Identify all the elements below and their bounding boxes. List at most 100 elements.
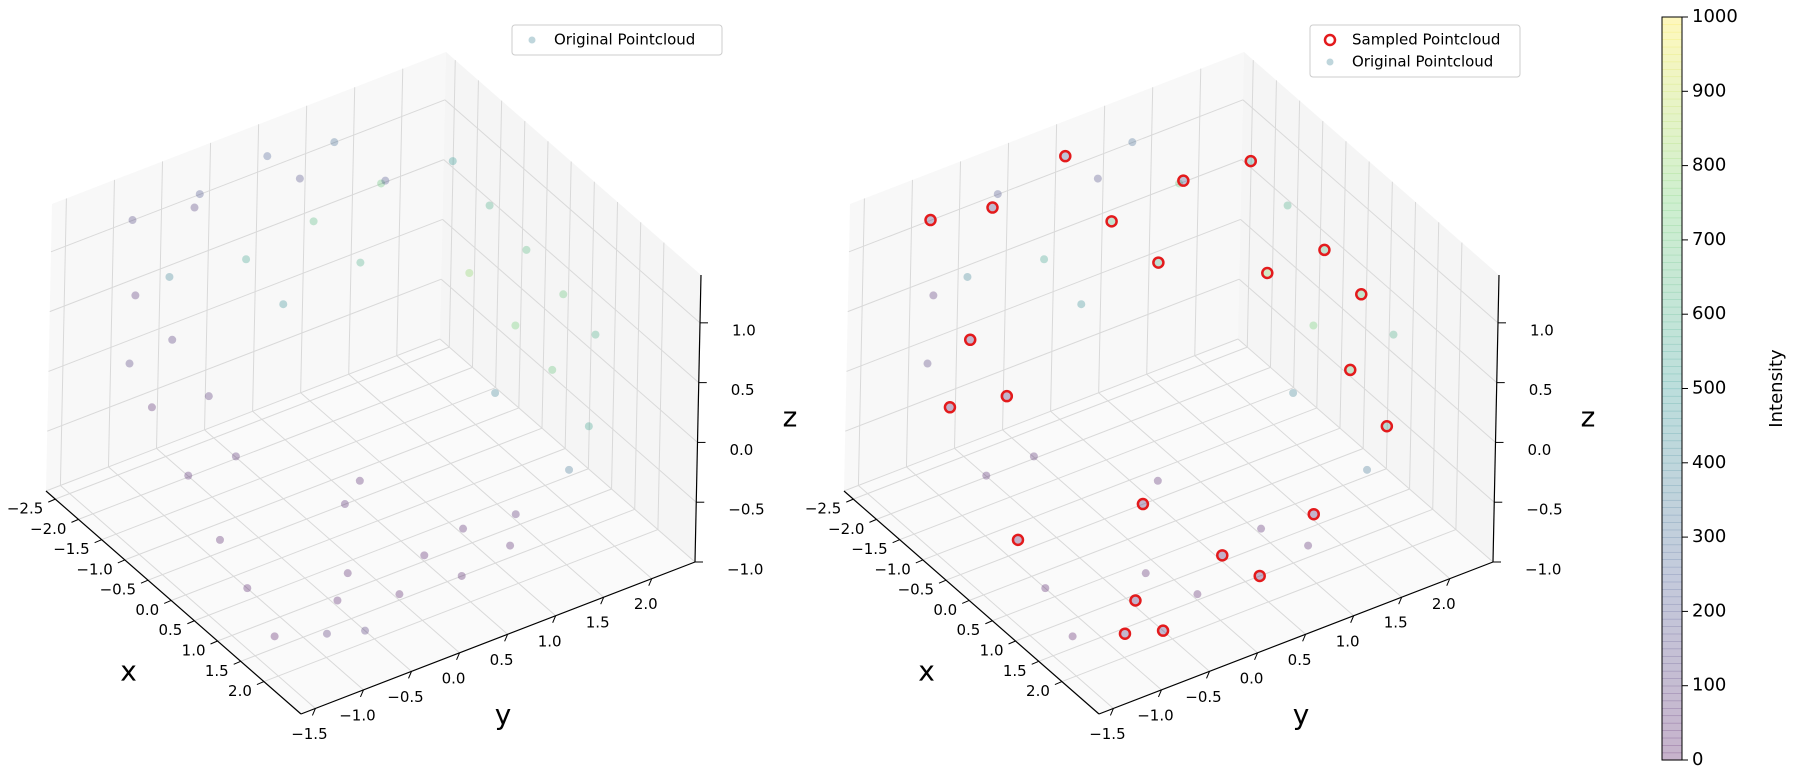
sampled-point <box>986 201 999 214</box>
z-tick-label: 0.5 <box>731 381 755 399</box>
colorbar-band <box>1662 507 1682 516</box>
x-tick-label: 1.0 <box>182 642 206 660</box>
y-tick-label: 0.5 <box>1288 651 1312 669</box>
grid-line <box>171 448 566 601</box>
point <box>131 291 140 300</box>
point <box>355 476 364 485</box>
colorbar-band <box>1662 477 1682 486</box>
y-tick <box>1350 615 1355 623</box>
x-tick-label: −0.5 <box>100 581 136 599</box>
grid-line <box>1015 488 1410 642</box>
colorbar-band <box>1662 69 1682 78</box>
grid-line <box>1238 278 1495 503</box>
colorbar-band <box>1662 655 1682 665</box>
colorbar-band <box>1662 31 1682 40</box>
x-tick <box>985 620 993 625</box>
point <box>584 422 593 431</box>
y-tick <box>1302 634 1307 642</box>
x-tick-label: −1.0 <box>874 560 910 578</box>
colorbar-band <box>1662 470 1682 479</box>
x-axis-label: x <box>120 655 137 688</box>
x-tick <box>1008 640 1016 645</box>
point <box>993 190 1002 199</box>
point <box>511 321 520 330</box>
y-tick-label: 0.5 <box>490 651 514 669</box>
grid-line <box>846 218 1241 372</box>
y-tick <box>408 671 412 679</box>
legend-label: Sampled Pointcloud <box>1352 31 1500 49</box>
colorbar-band <box>1662 514 1682 523</box>
y-tick-label: 2.0 <box>1432 595 1456 613</box>
grid-line <box>858 485 1114 709</box>
grid-line <box>922 407 1317 561</box>
colorbar-band <box>1662 715 1682 724</box>
colorbar-band <box>1662 254 1682 263</box>
legend-label: Original Pointcloud <box>554 31 695 49</box>
grid-line <box>992 468 1387 622</box>
x-tick <box>892 539 900 544</box>
point <box>1120 629 1129 638</box>
grid-line <box>50 99 446 253</box>
x-tick-label: 1.5 <box>205 662 229 680</box>
colorbar-band <box>1662 410 1682 419</box>
colorbar-band <box>1662 678 1682 687</box>
y-tick <box>1109 708 1114 716</box>
colorbar-band <box>1662 403 1682 412</box>
colorbar-band <box>1662 581 1682 590</box>
z-axis-label: z <box>1581 401 1596 434</box>
colorbar-band <box>1662 247 1682 256</box>
colorbar-band <box>1662 499 1682 508</box>
grid-line <box>876 366 1271 520</box>
x-tick-label: −0.5 <box>898 581 934 599</box>
grid-line <box>101 387 496 541</box>
colorbar-band <box>1662 343 1682 352</box>
colorbar-tick-label: 300 <box>1692 526 1726 547</box>
colorbar-band <box>1662 670 1682 679</box>
x-tick <box>869 518 877 523</box>
grid-line <box>240 508 635 662</box>
grid-line <box>945 427 1341 581</box>
point <box>215 535 224 544</box>
colorbar-band <box>1662 121 1682 130</box>
point <box>1013 535 1022 544</box>
sampled-point <box>1152 256 1165 269</box>
x-tick-label: 2.0 <box>1026 682 1050 700</box>
x-tick-label: 1.5 <box>1003 662 1027 680</box>
point <box>1002 392 1011 401</box>
point <box>1061 152 1070 161</box>
x-tick-label: −1.5 <box>53 540 89 558</box>
x-tick-label: 0.5 <box>159 621 183 639</box>
colorbar-band <box>1662 537 1682 546</box>
grid-line <box>845 278 1240 432</box>
x-tick <box>94 539 102 544</box>
point <box>1309 510 1318 519</box>
y-tick <box>456 652 461 661</box>
point <box>1289 388 1298 397</box>
point <box>1255 571 1264 580</box>
colorbar-tick-label: 900 <box>1692 80 1726 101</box>
colorbar-band <box>1662 291 1682 300</box>
colorbar-band <box>1662 455 1682 464</box>
sampled-point <box>1177 174 1190 187</box>
x-axis <box>843 490 1100 715</box>
point <box>395 590 404 599</box>
z-tick-label: 0.0 <box>1528 441 1552 459</box>
colorbar-band <box>1662 187 1682 196</box>
colorbar-band <box>1662 574 1682 583</box>
grid-line <box>444 99 701 324</box>
colorbar-band <box>1662 76 1682 85</box>
point <box>1363 465 1372 474</box>
y-axis <box>300 561 696 715</box>
point <box>330 138 339 147</box>
sampled-point <box>1244 154 1258 168</box>
x-tick <box>117 559 126 564</box>
grid-line <box>48 218 443 372</box>
legend-marker <box>1323 33 1337 47</box>
grid-line <box>1242 99 1499 324</box>
z-tick-label: 0.0 <box>730 441 754 459</box>
sampled-point <box>1380 420 1394 433</box>
colorbar-band <box>1662 388 1682 397</box>
x-tick-label: 0.0 <box>135 601 159 619</box>
y-axis-label: y <box>1293 698 1310 731</box>
colorbar-band <box>1662 544 1682 553</box>
